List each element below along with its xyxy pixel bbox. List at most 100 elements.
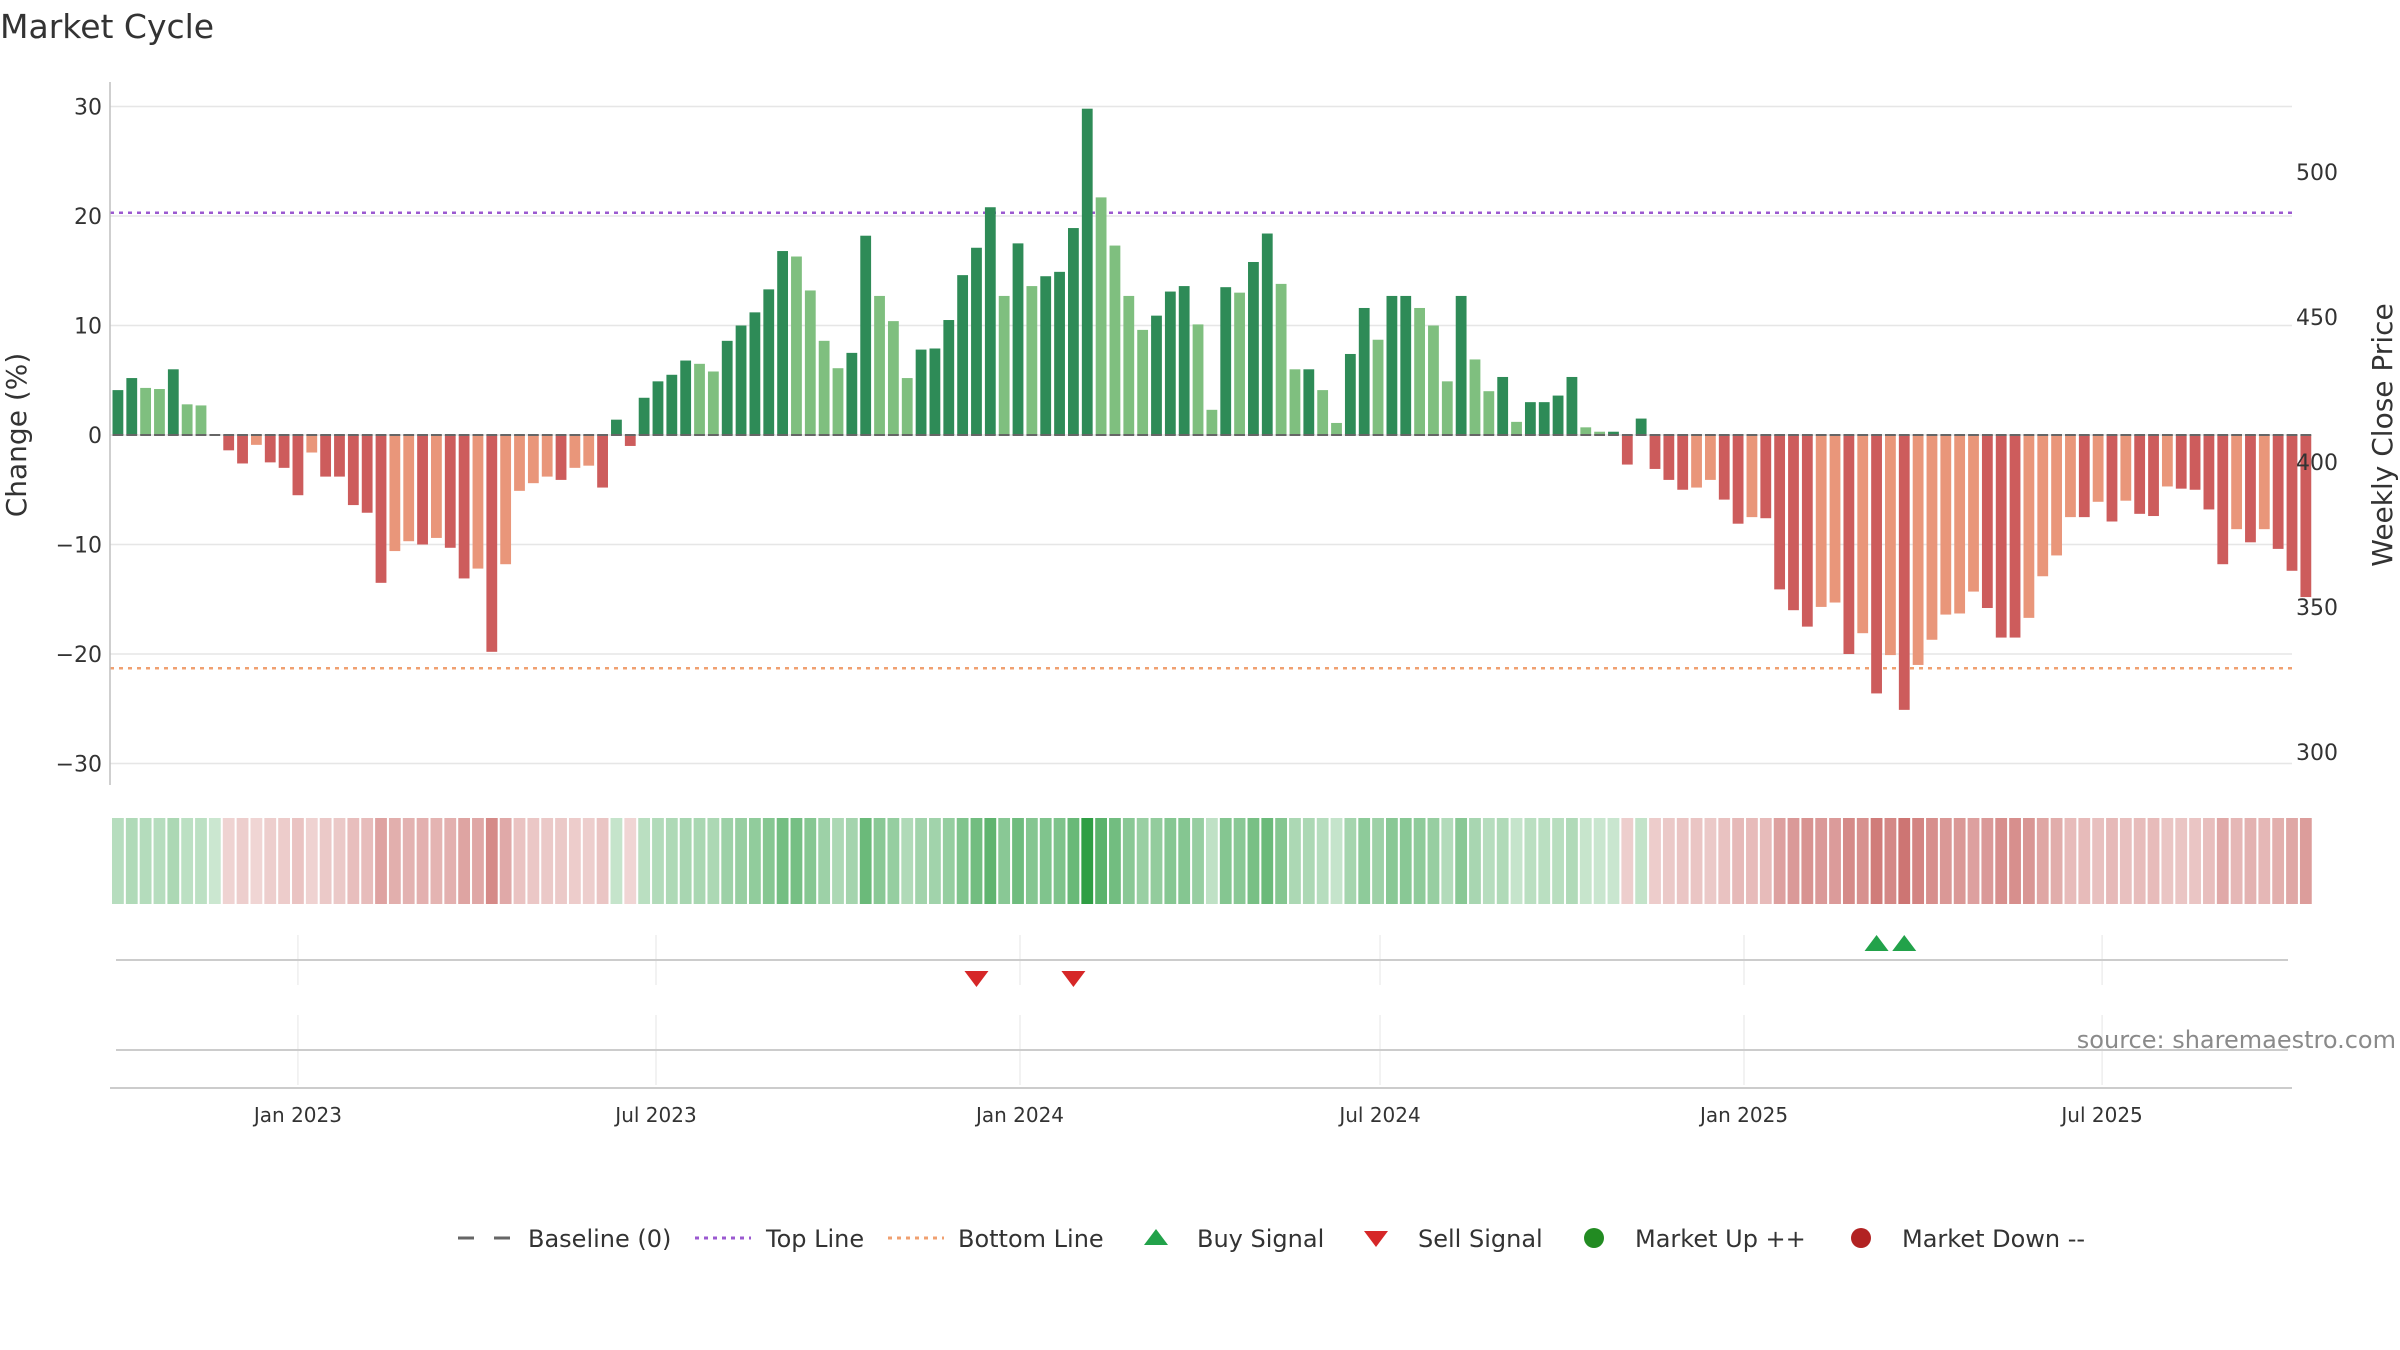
heat-cell <box>1842 818 1855 904</box>
bar <box>1968 435 1979 592</box>
bar <box>1178 286 1190 435</box>
bar <box>403 435 415 542</box>
heat-cell <box>2258 818 2271 904</box>
heat-cell <box>1801 818 1814 904</box>
heat-cell <box>2189 818 2201 904</box>
bar <box>1981 435 1993 609</box>
legend-label: Buy Signal <box>1197 1225 1324 1253</box>
sell-signal-marker <box>964 971 989 987</box>
bar <box>361 435 373 513</box>
bar <box>1095 197 1107 435</box>
legend-swatch-circle <box>1584 1228 1604 1248</box>
x-tick-label: Jul 2023 <box>613 1103 696 1127</box>
heat-cell <box>1482 818 1495 904</box>
bar <box>1995 435 2007 638</box>
bar <box>555 435 567 480</box>
bar <box>486 435 498 652</box>
bar <box>2051 435 2062 556</box>
heat-cell <box>1773 818 1786 904</box>
heat-cell <box>2133 818 2146 904</box>
heat-cell <box>942 818 955 904</box>
bar <box>458 435 470 579</box>
bar <box>666 374 678 435</box>
bar <box>417 435 428 545</box>
bar <box>223 435 235 451</box>
heat-cell <box>2216 818 2229 904</box>
bar <box>514 435 525 491</box>
bar <box>334 435 345 477</box>
sell-signal-marker <box>1061 971 1086 987</box>
bar <box>2120 435 2132 501</box>
bar <box>2065 435 2076 518</box>
legend-label: Market Up ++ <box>1635 1225 1806 1253</box>
heat-cell <box>1136 818 1149 904</box>
bar <box>237 435 248 464</box>
heat-cell <box>527 818 540 904</box>
heat-cell <box>1538 818 1551 904</box>
bar <box>154 389 165 435</box>
heat-cell <box>1870 818 1883 904</box>
bar <box>1801 435 1813 627</box>
heat-cell <box>1122 818 1135 904</box>
heat-cell <box>236 818 249 904</box>
bar <box>1026 286 1038 435</box>
bar <box>694 363 705 435</box>
heat-cell <box>2064 818 2077 904</box>
bar <box>1635 418 1647 435</box>
heat-cell <box>1704 818 1717 904</box>
heat-cell <box>1510 818 1523 904</box>
heat-cell <box>278 818 290 904</box>
bar <box>721 340 733 435</box>
bar <box>2078 435 2090 518</box>
heat-cell <box>2092 818 2105 904</box>
heat-cell <box>582 818 595 904</box>
bar <box>638 397 650 435</box>
bar <box>1428 325 1439 435</box>
heat-cell <box>2161 818 2174 904</box>
reference-lines <box>110 211 2292 670</box>
heat-cell <box>832 818 844 904</box>
heat-cell <box>1372 818 1384 904</box>
bar <box>2189 435 2201 490</box>
bar <box>1663 435 1675 480</box>
bar <box>998 295 1010 435</box>
bar <box>777 251 789 435</box>
heat-cell <box>1759 818 1772 904</box>
bar <box>1871 435 1882 694</box>
heat-cell <box>1593 818 1606 904</box>
bar <box>375 435 387 583</box>
bar <box>915 349 927 435</box>
buy-signal-marker <box>1892 935 1917 951</box>
heat-cell <box>1566 818 1578 904</box>
bar <box>1455 295 1467 435</box>
bar <box>541 435 553 477</box>
bar <box>431 435 442 538</box>
bar <box>1109 245 1121 435</box>
heat-cell <box>264 818 277 904</box>
heat-cell <box>1967 818 1980 904</box>
bar <box>1691 435 1702 488</box>
bar <box>2037 435 2049 577</box>
bar <box>887 321 899 435</box>
heat-cell <box>1746 818 1758 904</box>
heat-cell <box>1358 818 1371 904</box>
heat-cell <box>1205 818 1218 904</box>
heat-cell <box>859 818 872 904</box>
bar <box>1926 435 1938 640</box>
y2-tick-label: 500 <box>2296 161 2338 186</box>
heat-cell <box>305 818 318 904</box>
heat-cell <box>1053 818 1066 904</box>
legend-item: Bottom Line <box>888 1225 1104 1253</box>
bar <box>320 435 332 477</box>
heat-cell <box>2147 818 2160 904</box>
heat-cell <box>1302 818 1315 904</box>
bar <box>749 312 761 435</box>
bar <box>846 352 858 435</box>
heat-cell <box>444 818 457 904</box>
x-tick-label: Jul 2025 <box>2059 1103 2142 1127</box>
date-axis: Jan 2023 Jul 2023 Jan 2024 Jul 2024 Jan 2025… <box>110 1087 2292 1127</box>
bar <box>389 435 401 552</box>
bar <box>1248 261 1259 435</box>
legend-label: Market Down -- <box>1902 1225 2085 1253</box>
bar <box>929 348 941 435</box>
